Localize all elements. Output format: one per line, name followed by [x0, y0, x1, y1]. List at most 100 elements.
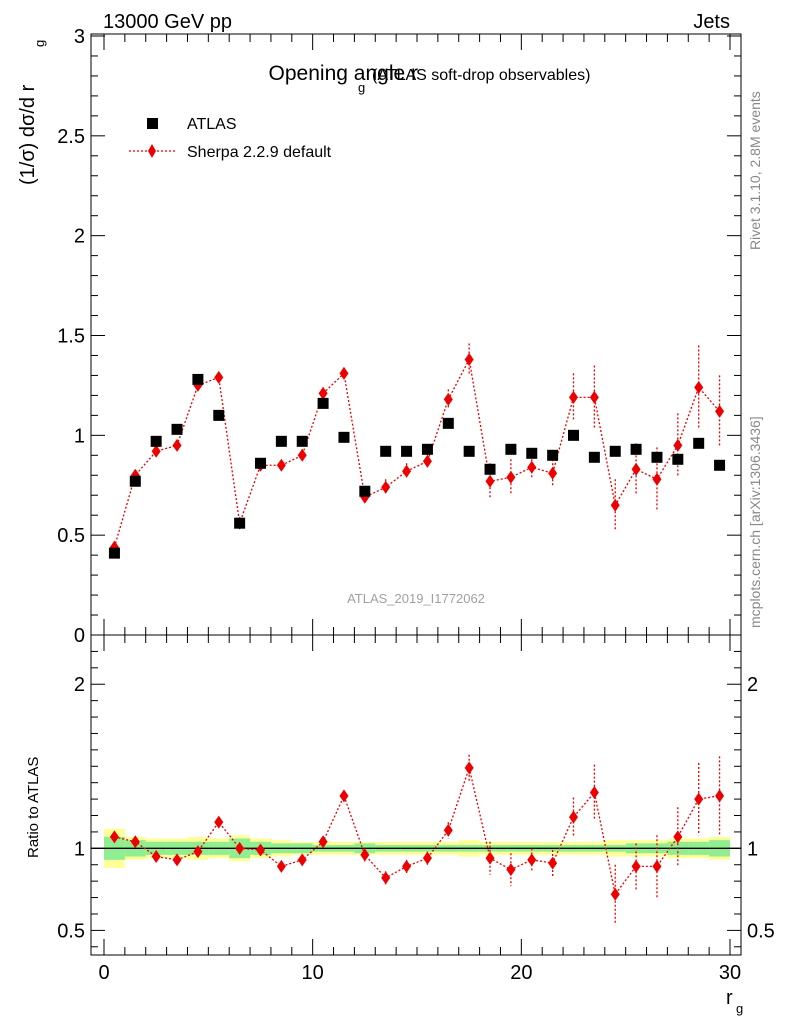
sherpa-point — [694, 380, 704, 394]
atlas-point — [442, 417, 454, 429]
ratio-sherpa-point — [464, 761, 474, 775]
sherpa-point — [673, 438, 683, 452]
ratio-sherpa-point — [673, 830, 683, 844]
ratio-sherpa-point — [360, 848, 370, 862]
ratio-y-tick-label: 2 — [74, 674, 85, 696]
sherpa-point — [548, 466, 558, 480]
chart-title: Opening angle r — [269, 62, 418, 85]
x-axis-label-subscript: g — [736, 1001, 743, 1016]
atlas-point — [192, 373, 204, 385]
sherpa-point — [715, 404, 725, 418]
legend-atlas-label: ATLAS — [187, 116, 237, 133]
ratio-sherpa-point — [151, 850, 161, 864]
ratio-sherpa-point — [569, 810, 578, 824]
atlas-point — [150, 435, 162, 447]
sherpa-point — [485, 474, 495, 488]
ratio-sherpa-point — [548, 856, 558, 870]
mcplots-label: mcplots.cern.ch [arXiv:1306.3436] — [747, 416, 763, 628]
main-marks — [108, 343, 726, 559]
atlas-point — [463, 445, 475, 457]
chart-title-extra: (ATLAS soft-drop observables) — [372, 67, 590, 84]
main-y-axis-label: (1/σ) dσ/d r — [17, 84, 39, 185]
ratio-plot-area — [91, 635, 741, 955]
ratio-sherpa-point — [193, 845, 203, 859]
chart-title-subscript: g — [358, 80, 365, 95]
main-y-tick-label: 2 — [74, 226, 85, 248]
ratio-sherpa-point — [214, 815, 224, 829]
ratio-sherpa-point — [256, 843, 265, 857]
atlas-point — [108, 547, 120, 559]
atlas-point — [568, 429, 579, 441]
main-plot-area — [91, 34, 741, 635]
main-y-tick-label: 3 — [74, 26, 85, 48]
sherpa-point — [527, 460, 537, 474]
ratio-marks — [109, 754, 725, 924]
atlas-point — [317, 397, 329, 409]
rivet-version-label: Rivet 3.1.10, 2.8M events — [747, 91, 763, 250]
ratio-sherpa-point — [235, 841, 245, 855]
main-panel: 0.5 1 1.5 2 2.5 3 0 — [57, 26, 742, 647]
atlas-point — [672, 453, 684, 465]
ratio-sherpa-point — [130, 835, 140, 849]
ratio-sherpa-point — [694, 792, 704, 806]
sherpa-point — [276, 458, 286, 472]
atlas-point — [651, 451, 663, 463]
atlas-point — [505, 443, 517, 455]
main-axis-ticks: 0.5 1 1.5 2 2.5 3 0 — [57, 26, 741, 647]
atlas-point — [338, 431, 350, 443]
ratio-y-axis-label: Ratio to ATLAS — [25, 757, 42, 858]
atlas-point — [526, 447, 538, 459]
atlas-point — [359, 485, 371, 497]
atlas-point — [714, 459, 726, 471]
ratio-sherpa-point — [506, 863, 516, 877]
sherpa-point — [318, 386, 328, 400]
ratio-sherpa-point — [652, 859, 662, 873]
atlas-point — [401, 445, 413, 457]
atlas-point — [129, 475, 141, 487]
atlas-point — [275, 435, 287, 447]
sherpa-point — [297, 448, 307, 462]
ratio-sherpa-point — [172, 853, 182, 867]
energy-label: 13000 GeV pp — [103, 11, 232, 33]
ratio-axis-ticks: 0.5 0.51 12 20 10 20 30 — [57, 635, 775, 984]
x-axis-label: r — [726, 987, 733, 1009]
sherpa-point — [151, 444, 161, 458]
x-tick-label: 10 — [302, 962, 324, 984]
ratio-sherpa-point — [109, 830, 119, 844]
legend-sherpa-label: Sherpa 2.2.9 default — [187, 144, 332, 161]
ratio-sherpa-point — [276, 859, 286, 873]
ratio-y-tick-label: 1 — [74, 838, 85, 860]
atlas-point — [234, 517, 246, 529]
ratio-y-tick-label: 0.5 — [57, 920, 85, 942]
sherpa-point — [422, 454, 432, 468]
main-y-tick-label: 2.5 — [57, 126, 85, 148]
ratio-sherpa-point — [443, 823, 453, 837]
process-label: Jets — [693, 11, 730, 33]
atlas-point — [588, 451, 600, 463]
ratio-plot-frame — [90, 634, 742, 956]
atlas-point — [630, 443, 642, 455]
atlas-point — [484, 463, 496, 475]
atlas-point — [380, 445, 392, 457]
atlas-point — [547, 449, 559, 461]
sherpa-point — [631, 462, 641, 476]
ratio-sherpa-line — [114, 765, 720, 896]
atlas-point — [296, 435, 308, 447]
x-tick-label: 0 — [98, 962, 109, 984]
analysis-watermark: ATLAS_2019_I1772062 — [347, 591, 485, 606]
sherpa-point — [506, 470, 516, 484]
atlas-point — [609, 445, 621, 457]
ratio-y-tick-label-right: 0.5 — [747, 920, 775, 942]
sherpa-point — [652, 472, 662, 486]
sherpa-point — [172, 438, 182, 452]
sherpa-point — [569, 390, 578, 404]
ratio-sherpa-point — [527, 853, 537, 867]
sherpa-point — [339, 366, 349, 380]
atlas-point — [171, 423, 183, 435]
ratio-sherpa-point — [715, 789, 725, 803]
x-tick-label: 20 — [510, 962, 532, 984]
ratio-sherpa-point — [610, 887, 620, 901]
legend-sherpa-marker — [148, 144, 156, 158]
